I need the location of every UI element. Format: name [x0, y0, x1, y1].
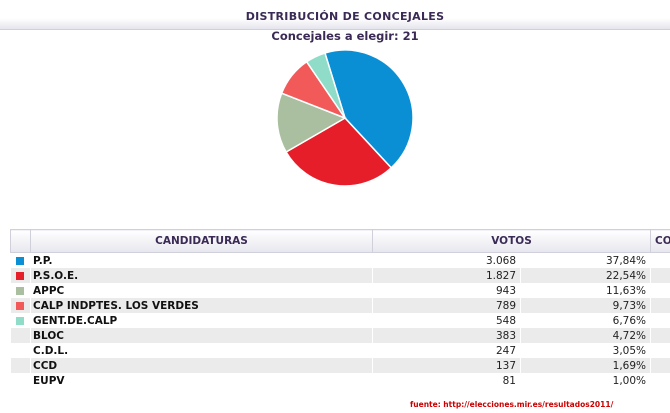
swatch-box: [16, 286, 25, 295]
party-color-swatch: [10, 373, 31, 388]
vote-percent: 3,05%: [520, 343, 651, 358]
party-name: BLOC: [30, 328, 373, 343]
header-bar: [0, 5, 670, 30]
vote-count: 81: [372, 373, 521, 388]
vote-count: 1.827: [372, 268, 521, 283]
swatch-box: [16, 316, 25, 325]
seats-cell: [650, 252, 670, 268]
table-row: C.D.L. 247 3,05%: [10, 343, 670, 358]
header-candidaturas: CANDIDATURAS: [30, 229, 373, 253]
table-row: GENT.DE.CALP 548 6,76%: [10, 313, 670, 328]
party-name: P.S.O.E.: [30, 268, 373, 283]
pie-slice-gent-de-calp: [305, 52, 346, 119]
vote-percent: 9,73%: [520, 298, 651, 313]
party-color-swatch: [10, 252, 31, 268]
seats-cell: [650, 313, 670, 328]
pie-chart: [276, 49, 414, 187]
table-row: BLOC 383 4,72%: [10, 328, 670, 343]
vote-percent: 1,69%: [520, 358, 651, 373]
party-color-swatch: [10, 283, 31, 298]
party-color-swatch: [10, 343, 31, 358]
vote-count: 548: [372, 313, 521, 328]
vote-count: 789: [372, 298, 521, 313]
party-name: C.D.L.: [30, 343, 373, 358]
pie-slice-appc: [276, 92, 347, 154]
vote-percent: 6,76%: [520, 313, 651, 328]
table-header-row: CANDIDATURAS VOTOS CON: [10, 229, 670, 253]
party-color-swatch: [10, 313, 31, 328]
vote-percent: 1,00%: [520, 373, 651, 388]
seats-cell: [650, 268, 670, 283]
party-color-swatch: [10, 328, 31, 343]
seats-cell: [650, 298, 670, 313]
table-row: P.S.O.E. 1.827 22,54%: [10, 268, 670, 283]
party-name: EUPV: [30, 373, 373, 388]
vote-percent: 4,72%: [520, 328, 651, 343]
vote-percent: 11,63%: [520, 283, 651, 298]
table-row: P.P. 3.068 37,84%: [10, 252, 670, 268]
table-row: EUPV 81 1,00%: [10, 373, 670, 388]
party-name: GENT.DE.CALP: [30, 313, 373, 328]
party-color-swatch: [10, 358, 31, 373]
table-row: APPC 943 11,63%: [10, 283, 670, 298]
vote-count: 943: [372, 283, 521, 298]
pie-slice-p-p: [324, 49, 414, 169]
seats-cell: [650, 283, 670, 298]
seats-cell: [650, 358, 670, 373]
vote-count: 383: [372, 328, 521, 343]
vote-count: 137: [372, 358, 521, 373]
header-votos: VOTOS: [372, 229, 651, 253]
results-table: CANDIDATURAS VOTOS CON P.P.3.06837,84%P.…: [10, 229, 670, 388]
party-name: APPC: [30, 283, 373, 298]
seats-cell: [650, 328, 670, 343]
vote-count: 247: [372, 343, 521, 358]
swatch-box: [16, 256, 25, 265]
swatch-box: [16, 301, 25, 310]
swatch-box: [16, 271, 25, 280]
seats-cell: [650, 343, 670, 358]
chart-subtitle: Concejales a elegir: 21: [271, 29, 419, 43]
chart-title: DISTRIBUCIÓN DE CONCEJALES: [245, 10, 445, 23]
party-color-swatch: [10, 298, 31, 313]
header-concejales: CON: [650, 229, 670, 253]
party-name: P.P.: [30, 252, 373, 268]
seats-cell: [650, 373, 670, 388]
vote-count: 3.068: [372, 252, 521, 268]
table-row: CCD 137 1,69%: [10, 358, 670, 373]
party-name: CCD: [30, 358, 373, 373]
pie-slice-p-s-o-e: [285, 117, 393, 187]
results-table-container: CANDIDATURAS VOTOS CON P.P.3.06837,84%P.…: [10, 229, 670, 399]
party-name: CALP INDPTES. LOS VERDES: [30, 298, 373, 313]
source-note: fuente: http://elecciones.mir.es/resulta…: [410, 400, 614, 409]
vote-percent: 37,84%: [520, 252, 651, 268]
header-swatch: [10, 229, 31, 253]
vote-percent: 22,54%: [520, 268, 651, 283]
party-color-swatch: [10, 268, 31, 283]
table-row: CALP INDPTES. LOS VERDES 789 9,73%: [10, 298, 670, 313]
